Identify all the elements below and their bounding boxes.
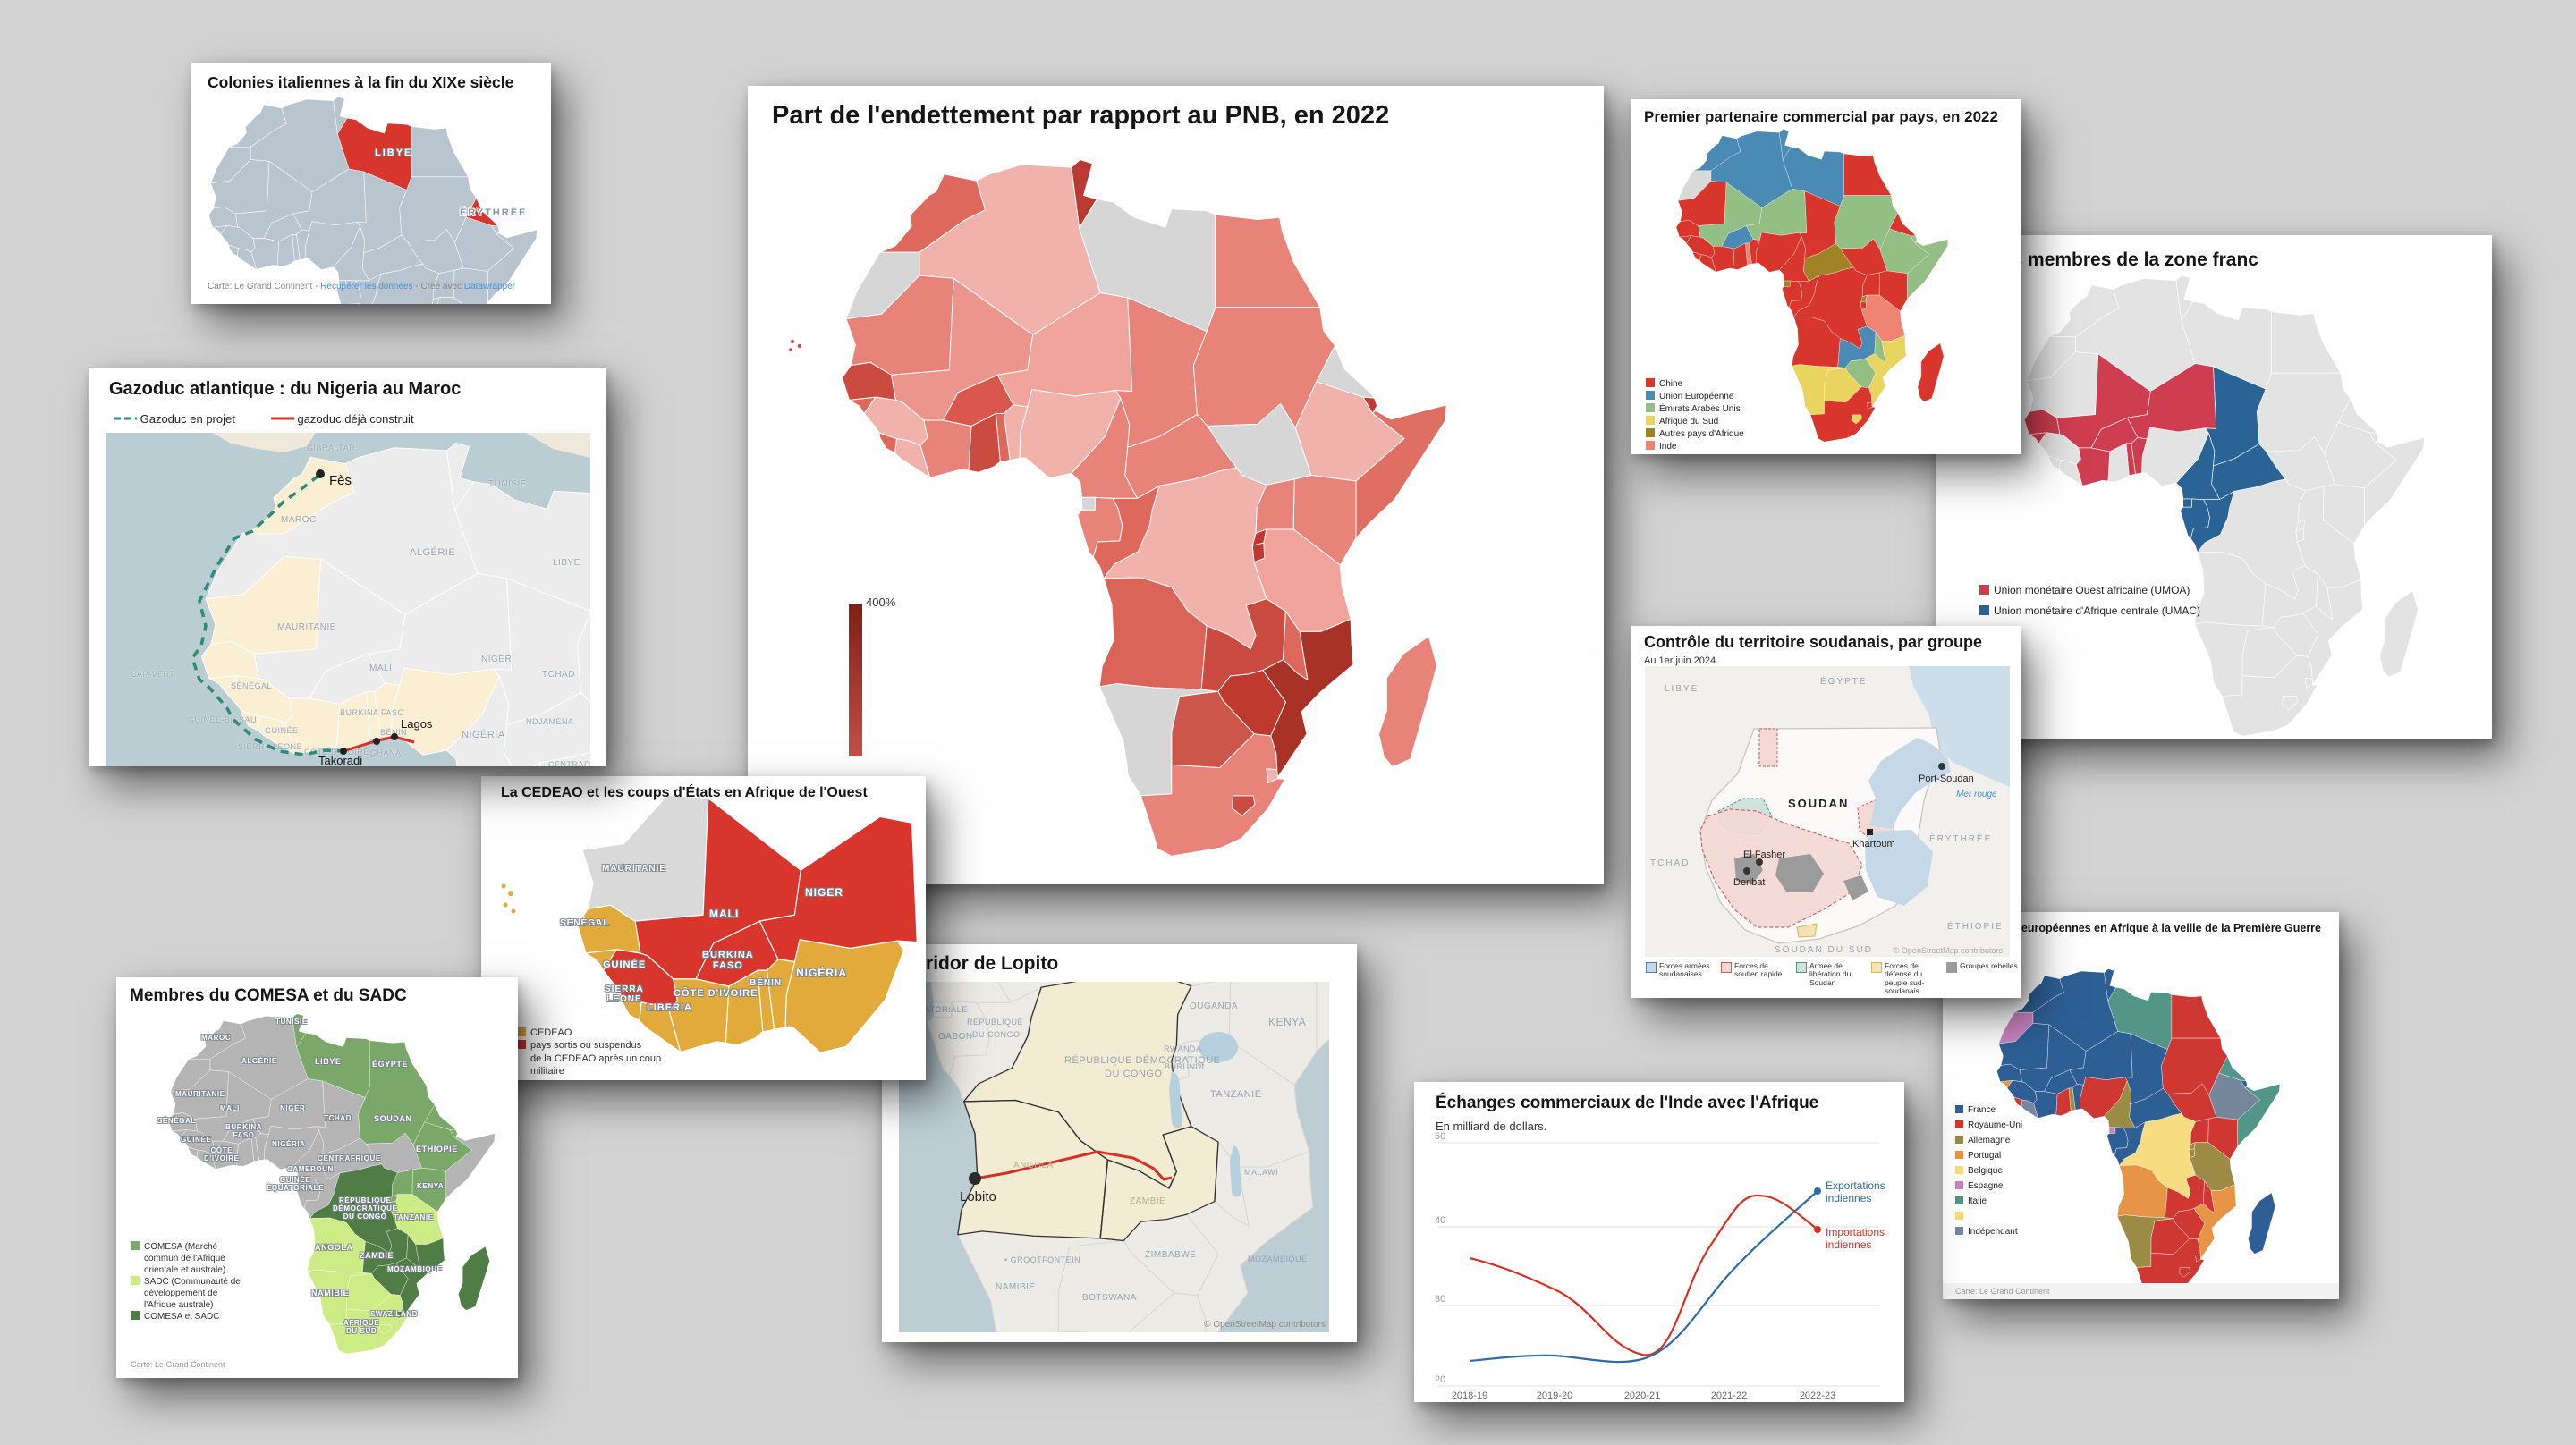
svg-text:2018-19: 2018-19 [1452,1390,1487,1401]
svg-text:Lobito: Lobito [960,1189,996,1204]
svg-text:40: 40 [1435,1215,1445,1226]
svg-text:Exportations: Exportations [1826,1179,1885,1192]
svg-text:Fès: Fès [329,473,352,488]
svg-text:2020-21: 2020-21 [1624,1390,1660,1401]
svg-text:30: 30 [1435,1294,1445,1305]
svg-text:2022-23: 2022-23 [1800,1390,1835,1401]
svg-text:50: 50 [1435,1131,1445,1142]
svg-text:20: 20 [1435,1374,1445,1385]
svg-text:indiennes: indiennes [1826,1238,1871,1251]
svg-text:indiennes: indiennes [1826,1192,1871,1204]
svg-text:Takoradi: Takoradi [318,754,362,766]
svg-text:400%: 400% [866,596,896,609]
svg-text:Importations: Importations [1826,1226,1885,1238]
svg-text:Lagos: Lagos [401,717,433,731]
svg-text:2019-20: 2019-20 [1537,1390,1572,1401]
svg-text:2021-22: 2021-22 [1711,1390,1747,1401]
